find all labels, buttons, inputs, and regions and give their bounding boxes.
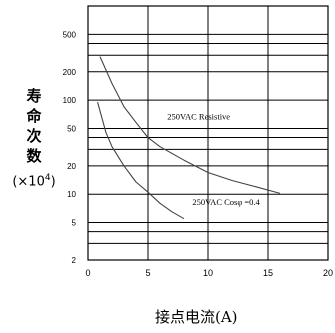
y-tick-labels: 2 5 10 20 50 100 200 500 (63, 30, 77, 265)
y-tick-label: 20 (67, 162, 76, 171)
series-label: 250VAC Cosφ =0.4 (192, 197, 260, 207)
y-tick-label: 10 (67, 190, 76, 199)
y-label-unit: (×104) (4, 168, 64, 192)
x-axis-label: 接点电流(A) (155, 308, 238, 326)
y-unit-exponent: 4 (44, 173, 51, 183)
x-tick-label: 20 (323, 268, 333, 278)
series-lines (97, 56, 281, 220)
series-labels: 250VAC Resistive 250VAC Cosφ =0.4 (167, 112, 260, 207)
series-line (99, 56, 281, 194)
y-unit-prefix: (×10 (12, 174, 45, 190)
series-label: 250VAC Resistive (167, 112, 230, 122)
y-label-char: 次 (26, 127, 42, 145)
x-tick-labels: 0 5 10 15 20 (85, 268, 333, 278)
x-tick-label: 15 (263, 268, 273, 278)
x-tick-label: 0 (85, 268, 90, 278)
y-tick-label: 100 (63, 96, 77, 105)
grid (88, 6, 328, 260)
plot-frame (87, 5, 329, 261)
series-line (97, 102, 185, 220)
y-label-char: 寿 (26, 87, 42, 105)
y-axis-label: 寿 命 次 数 (×104) (4, 86, 64, 192)
y-label-char: 数 (26, 147, 42, 165)
y-label-char: 命 (26, 107, 42, 125)
y-tick-label: 50 (67, 124, 76, 133)
x-tick-label: 5 (145, 268, 150, 278)
y-tick-label: 5 (72, 219, 77, 228)
y-tick-label: 2 (72, 256, 77, 265)
y-tick-label: 500 (63, 30, 77, 39)
y-unit-suffix: ) (50, 174, 56, 190)
y-tick-label: 200 (63, 68, 77, 77)
x-tick-label: 10 (203, 268, 213, 278)
